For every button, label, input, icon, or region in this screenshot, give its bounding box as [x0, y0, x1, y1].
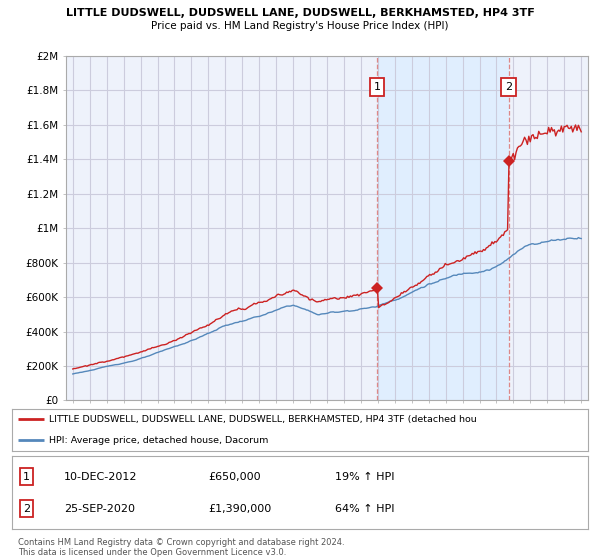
Text: LITTLE DUDSWELL, DUDSWELL LANE, DUDSWELL, BERKHAMSTED, HP4 3TF: LITTLE DUDSWELL, DUDSWELL LANE, DUDSWELL…	[65, 8, 535, 18]
Text: HPI: Average price, detached house, Dacorum: HPI: Average price, detached house, Daco…	[49, 436, 269, 445]
Text: 1: 1	[373, 82, 380, 92]
Text: LITTLE DUDSWELL, DUDSWELL LANE, DUDSWELL, BERKHAMSTED, HP4 3TF (detached hou: LITTLE DUDSWELL, DUDSWELL LANE, DUDSWELL…	[49, 415, 477, 424]
Text: Price paid vs. HM Land Registry's House Price Index (HPI): Price paid vs. HM Land Registry's House …	[151, 21, 449, 31]
Text: 19% ↑ HPI: 19% ↑ HPI	[335, 472, 394, 482]
Text: 1: 1	[23, 472, 30, 482]
Text: 2: 2	[23, 504, 30, 514]
Text: 64% ↑ HPI: 64% ↑ HPI	[335, 504, 394, 514]
Text: 25-SEP-2020: 25-SEP-2020	[64, 504, 135, 514]
Text: £650,000: £650,000	[208, 472, 260, 482]
Text: £1,390,000: £1,390,000	[208, 504, 271, 514]
Text: 10-DEC-2012: 10-DEC-2012	[64, 472, 137, 482]
Text: 2: 2	[505, 82, 512, 92]
Text: Contains HM Land Registry data © Crown copyright and database right 2024.
This d: Contains HM Land Registry data © Crown c…	[18, 538, 344, 557]
Bar	[377, 56, 509, 400]
